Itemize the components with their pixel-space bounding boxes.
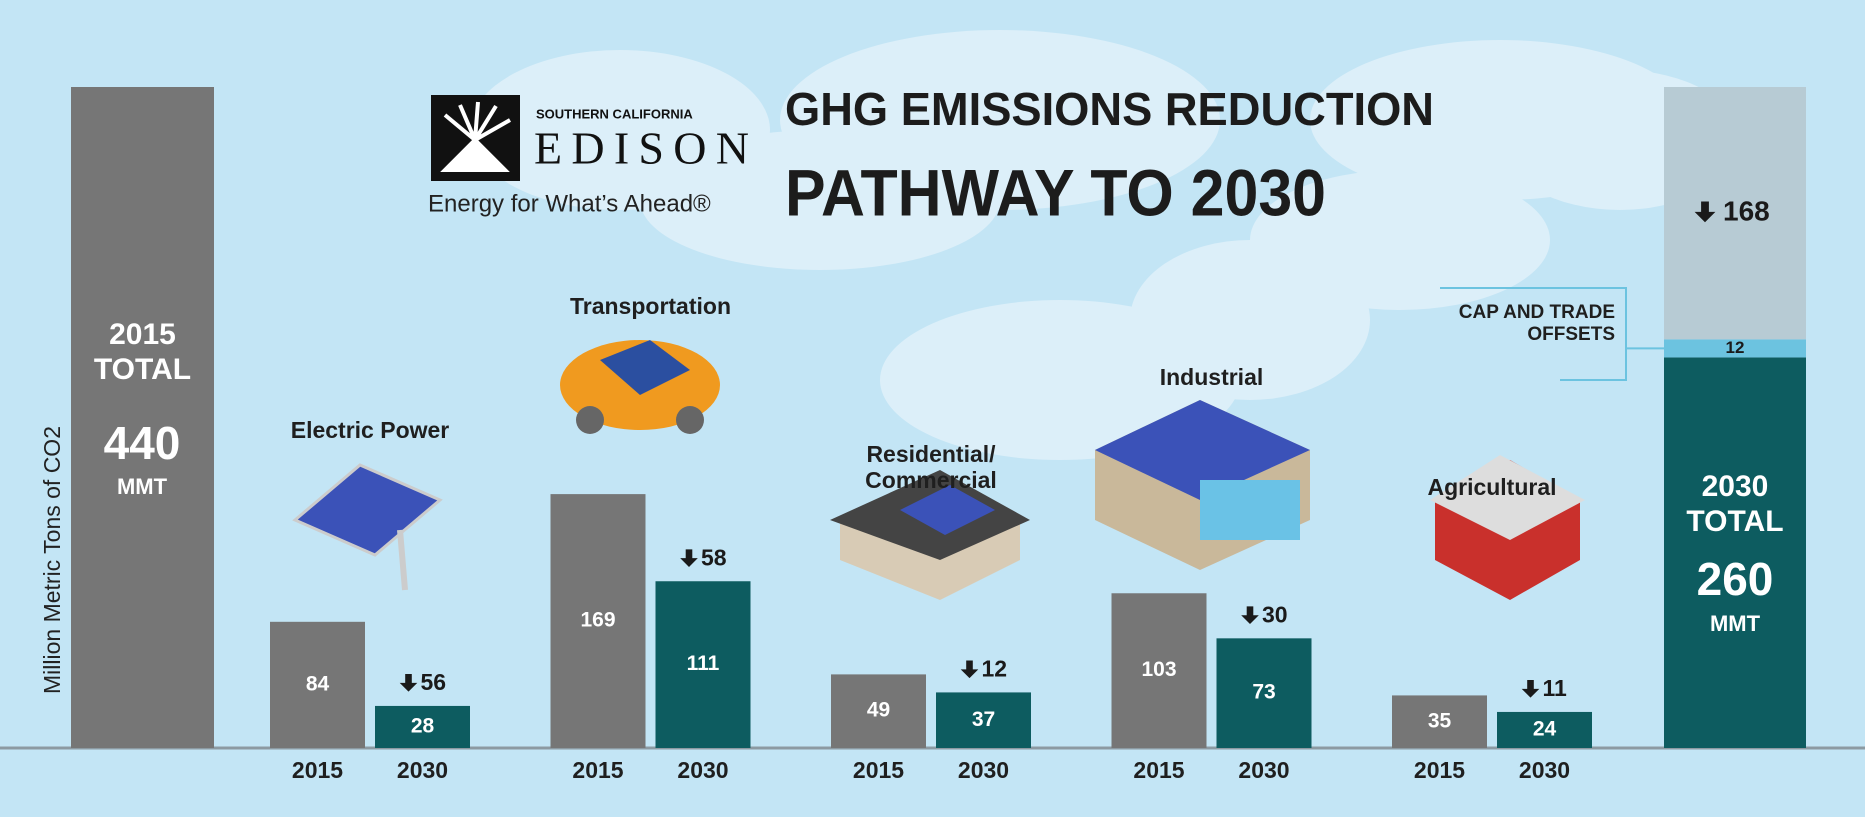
down-arrow bbox=[1522, 680, 1540, 698]
value-label: 169 bbox=[580, 609, 615, 632]
title-line: PATHWAY TO 2030 bbox=[785, 155, 1326, 229]
value-label: 49 bbox=[867, 699, 890, 722]
down-arrow bbox=[680, 549, 698, 567]
value-label: 37 bbox=[972, 708, 995, 731]
year-label: 2030 bbox=[958, 757, 1009, 783]
year-label: 2015 bbox=[853, 757, 904, 783]
value-label: 35 bbox=[1428, 709, 1452, 732]
category-label: Industrial bbox=[1062, 364, 1362, 390]
reduction-label: 30 bbox=[1262, 601, 1288, 627]
y-axis-label: Million Metric Tons of CO2 bbox=[39, 426, 65, 694]
year-label: 2015 bbox=[292, 757, 343, 783]
year-label: 2030 bbox=[1238, 757, 1289, 783]
down-arrow bbox=[961, 661, 979, 679]
category-label: Electric Power bbox=[220, 417, 520, 443]
reduction-label: 12 bbox=[982, 655, 1008, 681]
down-arrow bbox=[1241, 606, 1259, 624]
category-label: Residential/ Commercial bbox=[781, 441, 1081, 494]
year-label: 2030 bbox=[677, 757, 728, 783]
year-label: 2030 bbox=[397, 757, 448, 783]
logo-region: SOUTHERN CALIFORNIA bbox=[536, 106, 693, 121]
infographic: SOUTHERN CALIFORNIA EDISON Energy for Wh… bbox=[0, 0, 1865, 817]
value-label: 73 bbox=[1252, 681, 1275, 704]
value-label: 84 bbox=[306, 672, 330, 695]
total-unit: MMT bbox=[117, 474, 168, 499]
year-label: 2015 bbox=[572, 757, 623, 783]
total-value: 440 bbox=[104, 417, 181, 469]
value-label: 28 bbox=[411, 715, 435, 738]
value-label: 103 bbox=[1141, 658, 1176, 681]
reduction-label: 56 bbox=[421, 669, 447, 695]
year-label: 2030 bbox=[1519, 757, 1570, 783]
value-label: 111 bbox=[687, 652, 720, 675]
reduction-label: 11 bbox=[1543, 675, 1568, 701]
reduction-value: 168 bbox=[1723, 196, 1770, 227]
down-arrow bbox=[400, 674, 418, 692]
value-label: 24 bbox=[1533, 718, 1557, 741]
year-label: 2015 bbox=[1133, 757, 1184, 783]
year-label: 2015 bbox=[1414, 757, 1465, 783]
logo-slogan: Energy for What’s Ahead® bbox=[428, 190, 711, 217]
offsets-label: CAP AND TRADE OFFSETS bbox=[1430, 302, 1615, 346]
category-label: Agricultural bbox=[1342, 474, 1642, 500]
offsets-value: 12 bbox=[1726, 338, 1745, 357]
total-label: 2030 TOTAL bbox=[1664, 470, 1806, 539]
reduction-label: 58 bbox=[701, 544, 727, 570]
title-line: GHG EMISSIONS REDUCTION bbox=[785, 83, 1434, 135]
category-label: Transportation bbox=[501, 293, 801, 319]
total-unit: MMT bbox=[1710, 611, 1761, 636]
total-value: 260 bbox=[1697, 553, 1774, 605]
chart: SOUTHERN CALIFORNIA EDISON Energy for Wh… bbox=[0, 0, 1865, 817]
total-label: 2015 TOTAL bbox=[71, 318, 214, 387]
